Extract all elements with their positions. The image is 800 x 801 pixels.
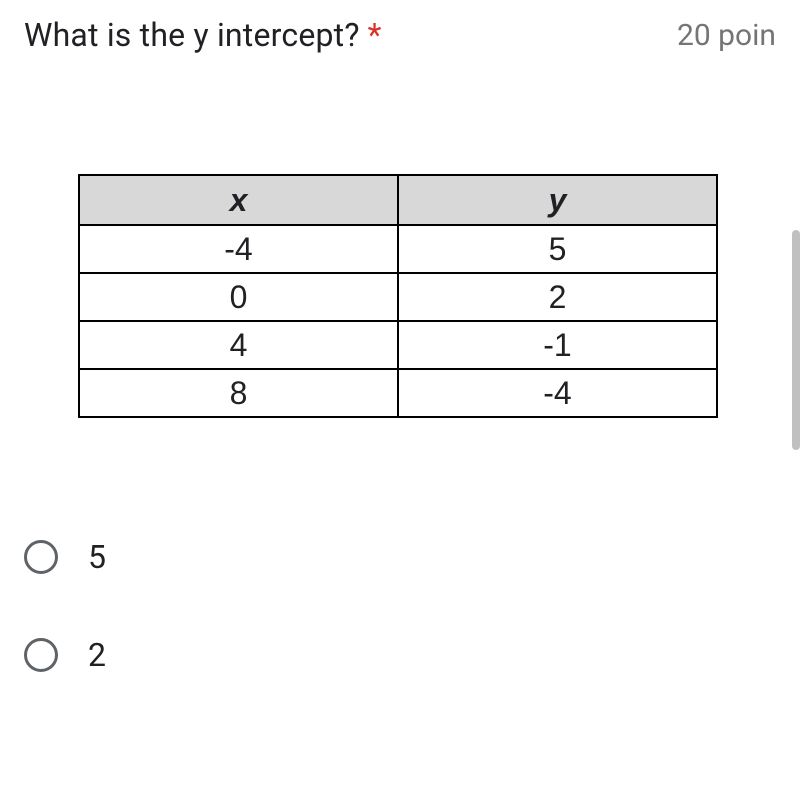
cell-x: -4 — [79, 225, 398, 273]
question-header: What is the y intercept? * 20 poin — [0, 0, 800, 54]
option-5[interactable]: 5 — [24, 538, 800, 576]
table-row: 4 -1 — [79, 321, 717, 369]
cell-x: 4 — [79, 321, 398, 369]
option-2[interactable]: 2 — [24, 636, 800, 674]
cell-x: 8 — [79, 369, 398, 417]
cell-y: 2 — [398, 273, 717, 321]
cell-y: -4 — [398, 369, 717, 417]
table-row: -4 5 — [79, 225, 717, 273]
question-title-wrap: What is the y intercept? * — [24, 16, 381, 54]
option-label: 2 — [88, 636, 106, 674]
cell-y: -1 — [398, 321, 717, 369]
required-asterisk: * — [368, 16, 382, 54]
option-label: 5 — [88, 538, 106, 576]
scrollbar-thumb[interactable] — [792, 230, 800, 450]
table-row: 8 -4 — [79, 369, 717, 417]
points-label: 20 poin — [677, 16, 776, 53]
question-text: What is the y intercept? — [24, 16, 360, 54]
radio-icon[interactable] — [24, 540, 58, 574]
xy-table: x y -4 5 0 2 4 -1 8 -4 — [78, 174, 718, 418]
cell-x: 0 — [79, 273, 398, 321]
col-header-x: x — [79, 175, 398, 225]
table-row: 0 2 — [79, 273, 717, 321]
cell-y: 5 — [398, 225, 717, 273]
radio-icon[interactable] — [24, 638, 58, 672]
table-container: x y -4 5 0 2 4 -1 8 -4 — [78, 174, 800, 418]
table-header-row: x y — [79, 175, 717, 225]
col-header-y: y — [398, 175, 717, 225]
options-list: 5 2 — [24, 538, 800, 674]
